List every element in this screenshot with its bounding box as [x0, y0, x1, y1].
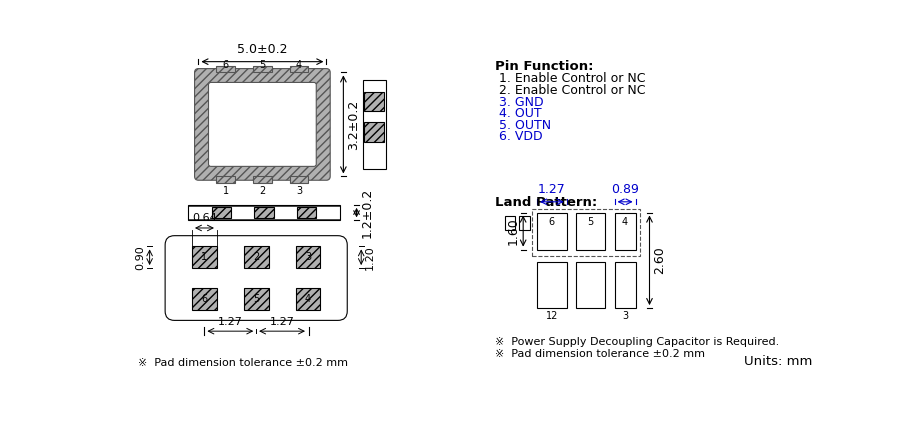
Bar	[532, 209, 640, 256]
Text: 3.2±0.2: 3.2±0.2	[347, 99, 360, 150]
Bar	[363, 80, 386, 169]
Text: Pin Function:: Pin Function:	[495, 60, 593, 73]
Bar	[296, 246, 320, 268]
Text: ※  Power Supply Decoupling Capacitor is Required.: ※ Power Supply Decoupling Capacitor is R…	[495, 338, 778, 347]
Bar	[520, 216, 531, 230]
Text: 5.0±0.2: 5.0±0.2	[237, 43, 287, 56]
Bar	[244, 288, 269, 310]
Text: 1.60: 1.60	[507, 217, 520, 245]
Bar	[364, 92, 385, 111]
Text: 1: 1	[201, 252, 207, 262]
Bar	[615, 262, 635, 308]
Text: 5: 5	[253, 294, 259, 304]
Text: 6: 6	[201, 294, 207, 304]
Text: 2: 2	[259, 186, 265, 195]
FancyBboxPatch shape	[195, 69, 330, 180]
Text: 3. GND: 3. GND	[499, 95, 543, 109]
Text: ※  Pad dimension tolerance ±0.2 mm: ※ Pad dimension tolerance ±0.2 mm	[495, 349, 704, 359]
Bar	[615, 212, 635, 250]
Bar	[253, 176, 272, 183]
Text: 5. OUTN: 5. OUTN	[499, 119, 552, 131]
Text: 0.64: 0.64	[192, 212, 217, 223]
Text: 6: 6	[223, 60, 229, 70]
Text: 1.20: 1.20	[365, 245, 375, 270]
Text: 6. VDD: 6. VDD	[499, 130, 543, 143]
Bar	[217, 176, 235, 183]
Text: 4: 4	[296, 60, 302, 70]
Bar	[296, 288, 320, 310]
FancyBboxPatch shape	[208, 82, 316, 166]
Bar	[244, 246, 269, 268]
Text: 1.27: 1.27	[270, 317, 295, 326]
Bar	[537, 212, 566, 250]
Text: 1. Enable Control or NC: 1. Enable Control or NC	[499, 73, 645, 86]
Text: 1.27: 1.27	[538, 184, 565, 196]
Text: 5: 5	[588, 217, 594, 227]
Text: Land Pattern:: Land Pattern:	[495, 195, 597, 209]
Text: 3: 3	[305, 252, 311, 262]
Text: 1.2±0.2: 1.2±0.2	[361, 187, 374, 238]
Bar	[212, 207, 231, 218]
Text: 2. Enable Control or NC: 2. Enable Control or NC	[499, 84, 645, 97]
Text: 3: 3	[622, 311, 628, 321]
Text: 2.60: 2.60	[654, 246, 666, 274]
Bar	[537, 262, 566, 308]
Bar	[576, 262, 605, 308]
Text: 0.90: 0.90	[136, 245, 146, 270]
Bar	[254, 207, 274, 218]
Bar	[192, 246, 217, 268]
Text: 4: 4	[305, 294, 311, 304]
Text: 1.27: 1.27	[218, 317, 242, 326]
Text: 4: 4	[622, 217, 628, 227]
Bar	[297, 207, 316, 218]
Bar	[192, 288, 217, 310]
PathPatch shape	[165, 236, 347, 321]
Bar	[364, 123, 385, 142]
Text: 12: 12	[545, 311, 558, 321]
Text: 2: 2	[253, 252, 259, 262]
Text: 4. OUT: 4. OUT	[499, 107, 542, 120]
Text: 0.89: 0.89	[611, 184, 639, 196]
Text: ※  Pad dimension tolerance ±0.2 mm: ※ Pad dimension tolerance ±0.2 mm	[138, 358, 348, 368]
Bar	[505, 216, 515, 230]
Text: 1: 1	[223, 186, 229, 195]
Bar	[217, 66, 235, 73]
Bar	[253, 66, 272, 73]
Text: 5: 5	[259, 60, 265, 70]
Text: 3: 3	[296, 186, 302, 195]
Text: Units: mm: Units: mm	[744, 355, 812, 368]
Bar	[188, 205, 340, 220]
Bar	[290, 176, 308, 183]
Text: 6: 6	[549, 217, 554, 227]
Bar	[290, 66, 308, 73]
Bar	[576, 212, 605, 250]
